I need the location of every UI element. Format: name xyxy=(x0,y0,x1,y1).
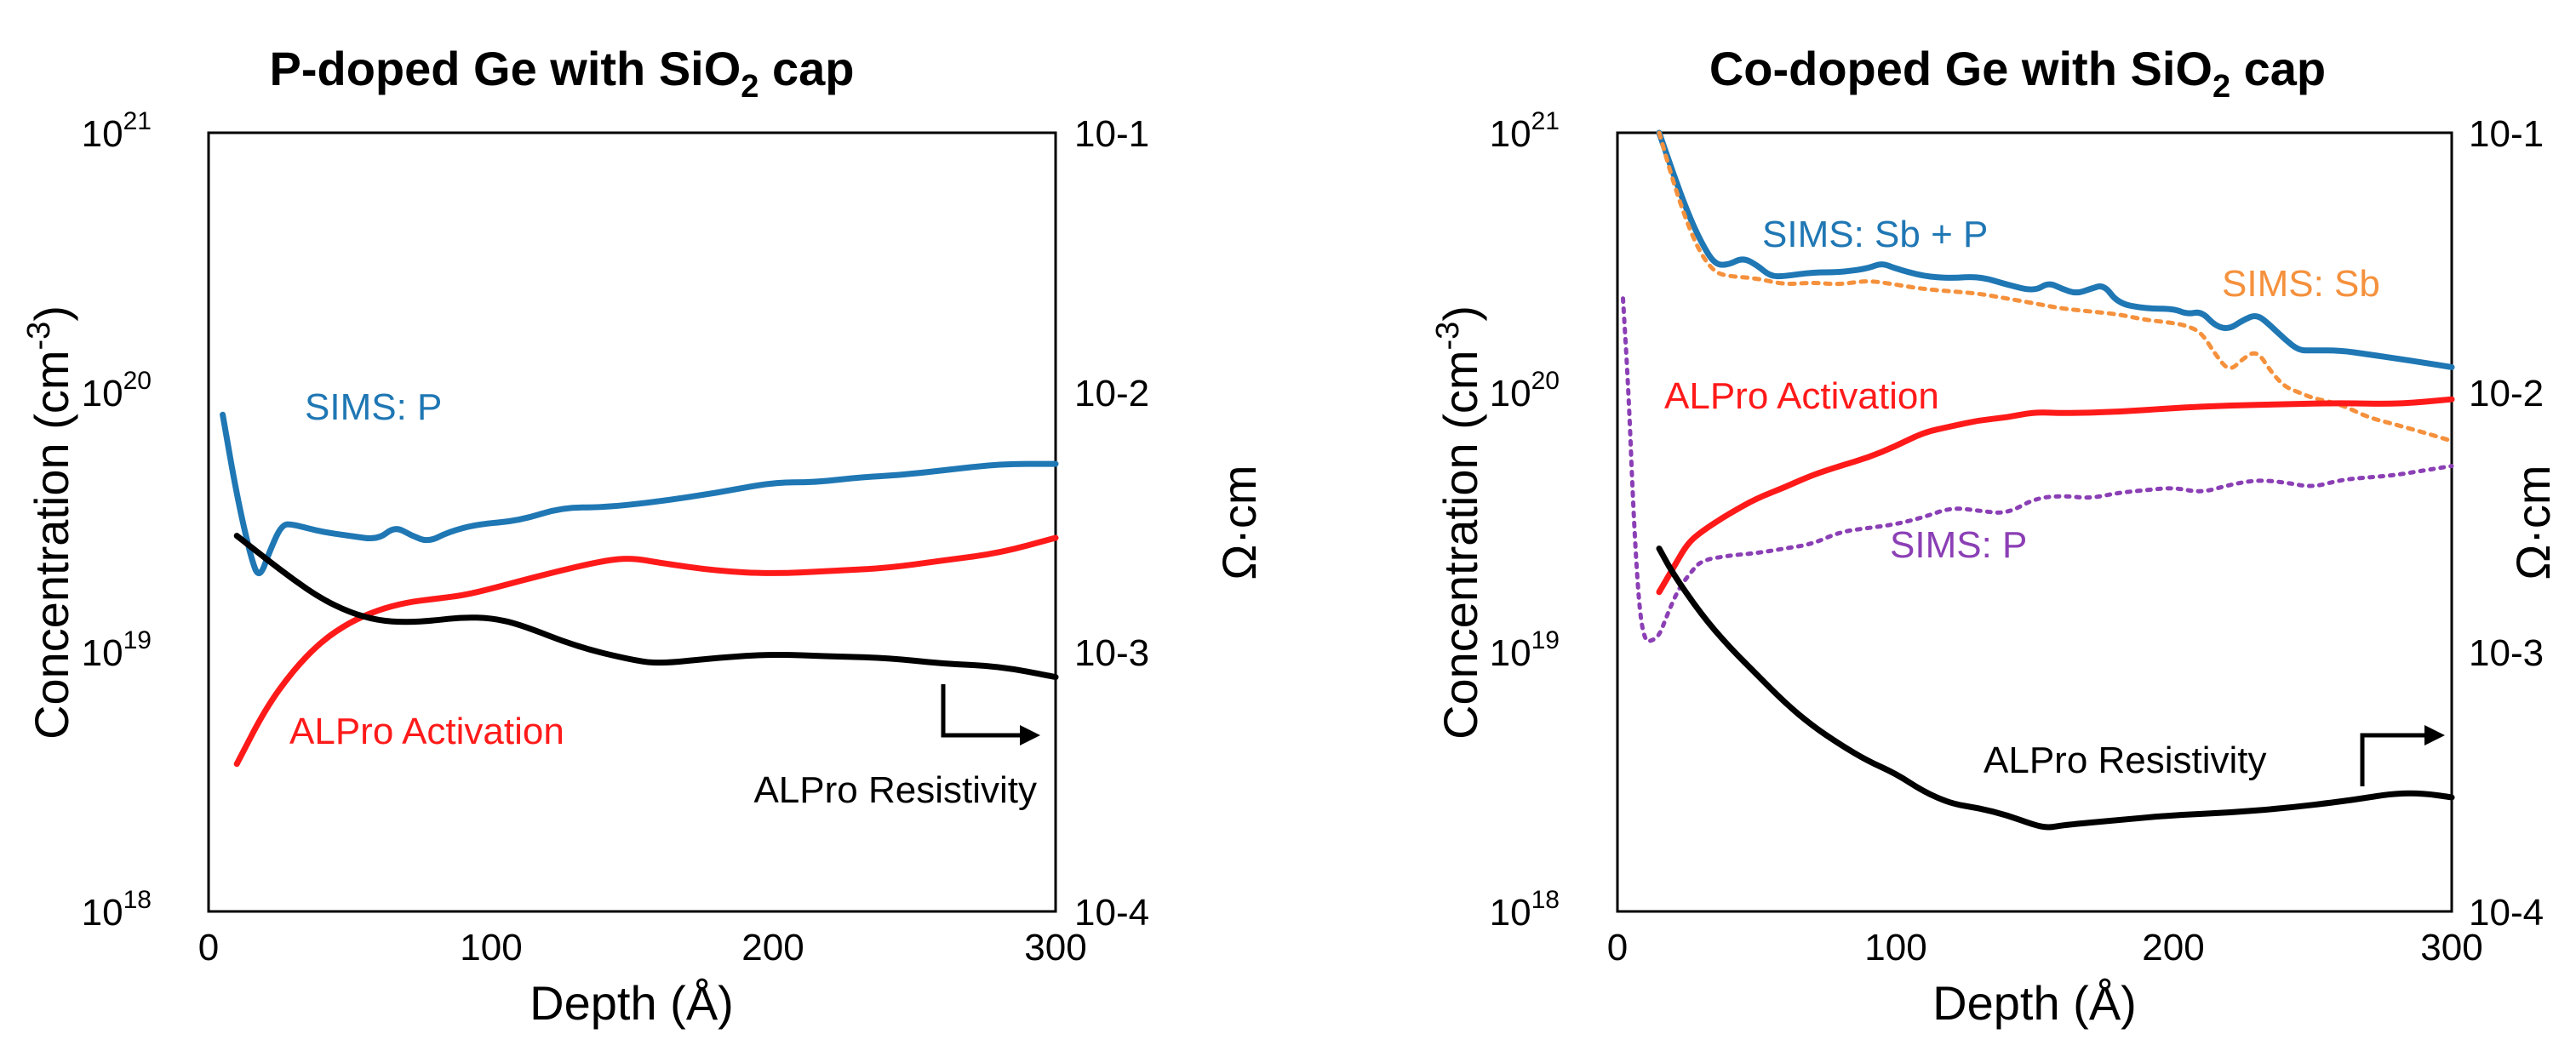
chart-left-y-ticks: 1018 1019 1020 1021 xyxy=(82,107,152,934)
chart-left-ytick: 1018 xyxy=(82,886,152,934)
chart-right-ytick: 1019 xyxy=(1490,626,1560,674)
chart-right-y2-ticks: 10-4 10-3 10-2 10-1 xyxy=(2469,113,2544,934)
chart-right-label-sims-p: SIMS: P xyxy=(1890,524,2027,566)
chart-right-xtick: 300 xyxy=(2420,927,2482,968)
chart-right: Co-doped Ge with SiO2 cap 1018 1019 1020… xyxy=(1430,42,2560,1030)
chart-left-ytick: 1020 xyxy=(82,367,152,414)
chart-right-label-alpro-activation: ALPro Activation xyxy=(1664,375,1939,417)
chart-left-y2tick: 10-4 xyxy=(1074,892,1149,934)
series-line-alpro-resistivity xyxy=(1656,545,2455,831)
chart-left-xtick: 0 xyxy=(198,927,219,968)
chart-left-label-alpro-resistivity: ALPro Resistivity xyxy=(753,769,1037,811)
chart-left-ylabel: Concentration (cm-3) xyxy=(21,306,78,740)
chart-left-right-axis-arrow-icon xyxy=(941,684,1040,745)
chart-right-xtick: 0 xyxy=(1607,927,1628,968)
chart-right-ytick: 1021 xyxy=(1490,107,1560,155)
chart-left-xtick: 300 xyxy=(1024,927,1086,968)
chart-left-y2tick: 10-1 xyxy=(1074,113,1149,155)
chart-left-plot-area xyxy=(207,131,1057,913)
chart-right-ylabel: Concentration (cm-3) xyxy=(1430,306,1487,740)
chart-right-ytick: 1018 xyxy=(1490,886,1560,934)
chart-left-ytick: 1021 xyxy=(82,107,152,155)
chart-left-y2tick: 10-2 xyxy=(1074,373,1149,414)
chart-right-xtick: 100 xyxy=(1864,927,1926,968)
chart-right-xtick: 200 xyxy=(2142,927,2204,968)
chart-right-title: Co-doped Ge with SiO2 cap xyxy=(1709,42,2326,105)
chart-left-title: P-doped Ge with SiO2 cap xyxy=(270,42,855,105)
series-line-alpro-activation xyxy=(1656,396,2455,596)
chart-left: P-doped Ge with SiO2 cap 1018 1019 1020 … xyxy=(21,42,1266,1030)
series-line-alpro-resistivity xyxy=(233,533,1059,681)
chart-left-ytick: 1019 xyxy=(82,626,152,674)
chart-right-label-sims-sb: SIMS: Sb xyxy=(2222,263,2380,305)
chart-left-xlabel: Depth (Å) xyxy=(530,976,734,1030)
chart-right-x-ticks: 0 100 200 300 xyxy=(1607,927,2483,968)
chart-left-series xyxy=(220,411,1059,768)
chart-right-y2tick: 10-2 xyxy=(2469,373,2544,414)
chart-left-y2label: Ω·cm xyxy=(1212,465,1266,580)
series-line-sims-p xyxy=(1621,296,2454,643)
chart-right-plot-area xyxy=(1616,131,2453,913)
chart-right-y-ticks: 1018 1019 1020 1021 xyxy=(1490,107,1560,934)
chart-right-right-axis-arrow-icon xyxy=(2360,725,2445,786)
series-line-sims-sb xyxy=(1657,130,2454,443)
chart-left-xtick: 200 xyxy=(741,927,804,968)
series-line-alpro-activation xyxy=(233,534,1059,768)
series-line-sims-p xyxy=(220,411,1059,576)
chart-left-label-alpro-activation: ALPro Activation xyxy=(289,711,564,752)
chart-left-y2-ticks: 10-4 10-3 10-2 10-1 xyxy=(1074,113,1149,934)
chart-right-series xyxy=(1621,129,2455,831)
chart-right-ytick: 1020 xyxy=(1490,367,1560,414)
chart-right-y2tick: 10-3 xyxy=(2469,632,2544,674)
chart-right-label-alpro-resistivity: ALPro Resistivity xyxy=(1984,740,2267,781)
chart-left-x-ticks: 0 100 200 300 xyxy=(198,927,1087,968)
chart-right-xlabel: Depth (Å) xyxy=(1932,976,2137,1030)
chart-right-y2tick: 10-4 xyxy=(2469,892,2544,934)
chart-left-xtick: 100 xyxy=(460,927,522,968)
chart-left-y2tick: 10-3 xyxy=(1074,632,1149,674)
chart-right-label-sims-sb-p: SIMS: Sb + P xyxy=(1762,214,1988,255)
chart-right-y2label: Ω·cm xyxy=(2506,465,2560,580)
series-line-sims-sb-p xyxy=(1656,129,2455,370)
chart-left-label-sims-p: SIMS: P xyxy=(305,386,442,428)
chart-right-y2tick: 10-1 xyxy=(2469,113,2544,155)
